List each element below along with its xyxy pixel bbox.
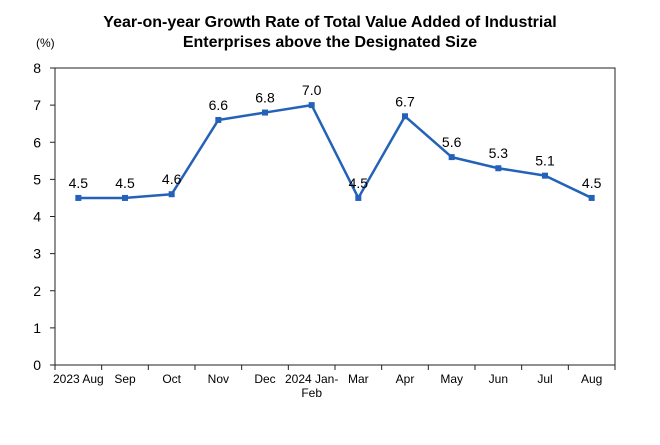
x-tick-label: Aug: [581, 372, 602, 386]
y-tick-label: 8: [33, 60, 41, 76]
x-tick-label: Mar: [348, 372, 369, 386]
data-point-marker: [308, 102, 315, 109]
x-tick-label: Jun: [489, 372, 508, 386]
data-label: 4.6: [162, 171, 182, 187]
data-point-marker: [262, 109, 268, 116]
data-label: 6.7: [395, 93, 415, 109]
chart-title-line-2: Enterprises above the Designated Size: [183, 34, 477, 51]
data-label: 7.0: [302, 82, 322, 98]
x-tick-label: Oct: [162, 372, 181, 386]
x-axis-ticks: 2023 Aug Sep Oct Nov Dec 2024 Jan-Feb Mar Apr Ma…: [53, 365, 616, 400]
y-tick-label: 4: [33, 209, 41, 225]
y-axis-ticks: 0 1 2 3 4 5 6 7 8: [33, 60, 55, 373]
series-line: [78, 103, 593, 200]
data-label: 4.5: [115, 175, 135, 191]
data-label: 5.6: [442, 134, 462, 150]
data-point-marker: [402, 113, 408, 120]
x-tick-label: Sep: [114, 372, 136, 386]
series-group: [75, 102, 595, 201]
data-point-marker: [168, 191, 175, 198]
data-label: 4.5: [582, 175, 602, 191]
x-tick-label: Dec: [254, 372, 275, 386]
y-tick-label: 5: [33, 171, 41, 187]
data-label: 5.3: [489, 145, 509, 161]
data-label: 6.6: [209, 97, 229, 113]
x-tick-label: 2023 Aug: [53, 372, 104, 386]
chart-title-line-1: Year-on-year Growth Rate of Total Value …: [103, 14, 556, 31]
data-point-marker: [542, 172, 548, 179]
data-point-marker: [122, 194, 128, 201]
data-point-marker: [75, 194, 82, 201]
y-tick-label: 6: [33, 134, 41, 150]
data-point-marker: [588, 194, 595, 201]
data-labels: 4.5 4.5 4.6 6.6 6.8 7.0 4.5 6.7 5.6 5.3 5.1 4.5: [69, 82, 602, 191]
x-tick-label: Jul: [537, 372, 552, 386]
data-label: 4.5: [349, 175, 369, 191]
y-tick-label: 3: [33, 246, 41, 262]
data-label: 6.8: [255, 90, 275, 106]
data-point-marker: [215, 116, 222, 123]
x-tick-label: May: [440, 372, 463, 386]
data-point-marker: [355, 194, 362, 201]
data-label: 5.1: [535, 153, 555, 169]
y-tick-label: 1: [33, 320, 41, 336]
plot-area-frame: [54, 67, 616, 366]
y-tick-label: 2: [33, 283, 41, 299]
data-label: 4.5: [69, 175, 89, 191]
y-tick-label: 7: [33, 97, 41, 113]
data-point-marker: [495, 165, 502, 172]
data-point-marker: [448, 154, 455, 161]
y-tick-label: 0: [33, 357, 41, 373]
x-tick-label: Apr: [396, 372, 415, 386]
x-tick-label: Nov: [208, 372, 229, 386]
x-tick-label: 2024 Jan-: [285, 372, 338, 386]
y-axis-unit-label: (%): [36, 36, 55, 50]
x-tick-label: Feb: [301, 386, 322, 400]
